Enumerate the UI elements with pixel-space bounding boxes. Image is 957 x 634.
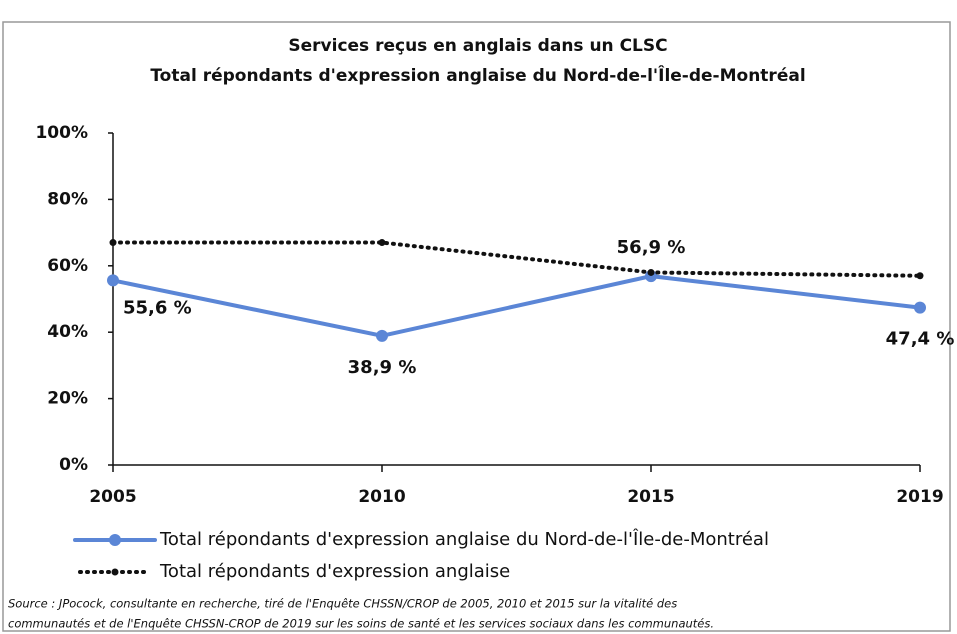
legend-label: Total répondants d'expression anglaise d…: [159, 528, 769, 550]
chart-border: [2, 21, 951, 632]
source: Source : JPocock, consultante en recherc…: [8, 597, 677, 611]
y-tick-label: 100%: [35, 123, 88, 143]
point: [376, 329, 388, 342]
legend-label: Total répondants d'expression anglaise: [159, 561, 510, 582]
x-tick-label: 2015: [627, 487, 674, 507]
y-tick-label: 60%: [47, 256, 88, 276]
source: communautés et de l'Enquête CHSSN-CROP d…: [8, 617, 714, 631]
data-label: 56,9 %: [617, 237, 686, 258]
legend-marker: [111, 568, 119, 576]
series-line: [111, 240, 922, 278]
data-label: 55,6 %: [123, 297, 192, 318]
chart-title: Total répondants d'expression anglaise d…: [150, 64, 805, 86]
y-tick-label: 80%: [47, 189, 88, 209]
point: [914, 301, 926, 314]
point: [109, 239, 117, 247]
chart-title: Services reçus en anglais dans un CLSC: [288, 36, 667, 56]
data-label: 47,4 %: [886, 329, 955, 350]
x-tick-label: 2019: [896, 487, 943, 507]
point: [916, 272, 924, 280]
y-tick-label: 20%: [47, 389, 88, 409]
x-tick-label: 2005: [89, 487, 136, 507]
legend-marker: [109, 534, 121, 546]
point: [107, 274, 119, 287]
point: [378, 239, 386, 247]
point: [647, 268, 655, 276]
y-tick-label: 0%: [59, 455, 88, 475]
series-line: [111, 274, 922, 338]
y-tick-label: 40%: [47, 322, 88, 342]
x-tick-label: 2010: [358, 487, 405, 507]
data-label: 38,9 %: [348, 357, 417, 378]
